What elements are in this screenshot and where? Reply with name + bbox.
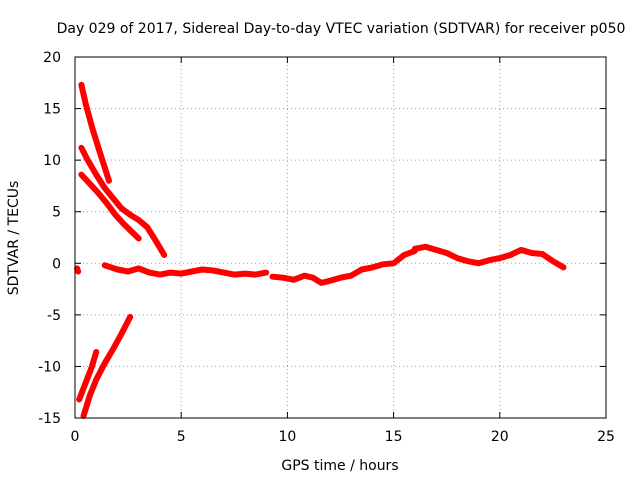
axis-ticks: 0 5 10 15 20 25 -15 -10 -5 0 5 10 15 20 [38, 50, 615, 445]
chart-title: Day 029 of 2017, Sidereal Day-to-day VTE… [57, 21, 626, 37]
y-tick-label-3: 0 [52, 256, 61, 272]
series-arc-upper-mid [78, 144, 168, 258]
x-tick-label-4: 20 [491, 429, 509, 445]
series-arc-lower-long [80, 313, 134, 419]
series-arc-upper-low [78, 171, 142, 242]
y-tick-label-5: 10 [43, 153, 61, 169]
x-tick-label-2: 10 [278, 429, 296, 445]
y-tick-label-7: 20 [43, 50, 61, 66]
y-tick-label-2: -5 [47, 308, 61, 324]
x-tick-label-3: 15 [385, 429, 403, 445]
x-tick-label-1: 5 [177, 429, 186, 445]
y-axis-label: SDTVAR / TECUs [6, 181, 22, 296]
y-tick-label-6: 15 [43, 102, 61, 118]
series-point-near-zero [74, 265, 82, 275]
series-track-mid [269, 247, 418, 286]
series-arc-upper-steep [78, 81, 112, 184]
series-arc-lower-short [76, 349, 100, 403]
x-tick-label-0: 0 [71, 429, 80, 445]
x-tick-label-5: 25 [597, 429, 615, 445]
y-tick-label-4: 5 [52, 205, 61, 221]
series-track-main [101, 262, 270, 278]
series-track-late [411, 243, 567, 271]
x-axis-label: GPS time / hours [281, 458, 398, 474]
data-series [74, 81, 567, 419]
plot-frame [74, 56, 607, 419]
y-tick-label-0: -15 [38, 411, 61, 427]
y-tick-label-1: -10 [38, 359, 61, 375]
grid-lines [75, 57, 606, 418]
